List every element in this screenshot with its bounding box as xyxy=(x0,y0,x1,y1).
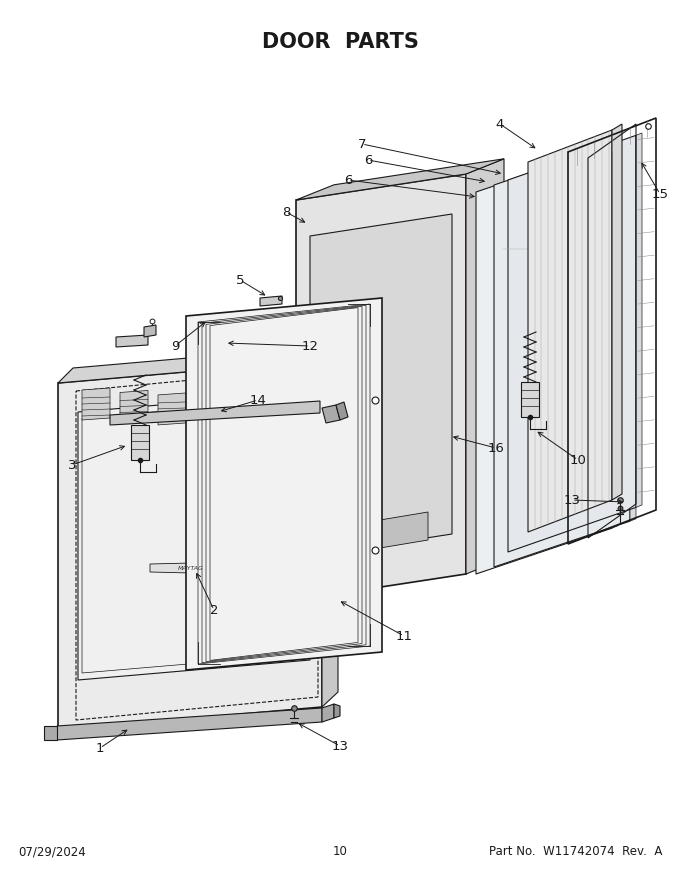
Polygon shape xyxy=(334,704,340,718)
Polygon shape xyxy=(58,360,322,730)
Text: 6: 6 xyxy=(364,153,372,166)
Text: 13: 13 xyxy=(332,739,348,752)
Polygon shape xyxy=(44,726,57,740)
Polygon shape xyxy=(186,298,382,670)
Polygon shape xyxy=(150,562,232,574)
Text: 10: 10 xyxy=(333,845,347,858)
Polygon shape xyxy=(110,401,320,425)
Polygon shape xyxy=(57,708,322,740)
Polygon shape xyxy=(212,310,356,658)
Text: 4: 4 xyxy=(496,118,504,130)
Polygon shape xyxy=(332,512,428,556)
Text: 15: 15 xyxy=(651,187,668,201)
Text: 8: 8 xyxy=(282,206,290,218)
Polygon shape xyxy=(131,425,149,460)
Text: 13: 13 xyxy=(564,494,581,507)
Text: 16: 16 xyxy=(488,442,505,454)
Polygon shape xyxy=(120,391,148,422)
Polygon shape xyxy=(612,124,622,500)
Polygon shape xyxy=(260,296,282,306)
Text: 3: 3 xyxy=(68,458,76,472)
Text: 7: 7 xyxy=(358,137,367,150)
Polygon shape xyxy=(494,139,630,567)
Text: 07/29/2024: 07/29/2024 xyxy=(18,845,86,858)
Text: 11: 11 xyxy=(396,629,413,642)
Polygon shape xyxy=(116,335,148,347)
Polygon shape xyxy=(528,130,612,532)
Polygon shape xyxy=(322,345,338,707)
Polygon shape xyxy=(322,405,340,423)
Text: 12: 12 xyxy=(301,340,318,353)
Text: 14: 14 xyxy=(250,393,267,407)
Polygon shape xyxy=(630,136,636,521)
Polygon shape xyxy=(310,214,452,556)
Polygon shape xyxy=(82,388,110,420)
Text: Part No.  W11742074  Rev.  A: Part No. W11742074 Rev. A xyxy=(489,845,662,858)
Polygon shape xyxy=(521,382,539,417)
Polygon shape xyxy=(508,136,636,552)
Text: 9: 9 xyxy=(171,340,180,353)
Polygon shape xyxy=(636,133,642,508)
Polygon shape xyxy=(322,704,334,722)
Polygon shape xyxy=(612,143,618,528)
Text: 6: 6 xyxy=(344,173,352,187)
Polygon shape xyxy=(158,393,186,425)
Text: 5: 5 xyxy=(236,274,244,287)
Polygon shape xyxy=(476,146,612,574)
Polygon shape xyxy=(144,325,156,337)
Polygon shape xyxy=(296,158,504,200)
Text: DOOR  PARTS: DOOR PARTS xyxy=(262,32,418,52)
Polygon shape xyxy=(196,395,224,428)
Text: 1: 1 xyxy=(96,742,104,754)
Text: MAYTAG: MAYTAG xyxy=(178,566,204,570)
Text: 10: 10 xyxy=(570,453,586,466)
Polygon shape xyxy=(58,345,338,383)
Polygon shape xyxy=(336,402,348,420)
Polygon shape xyxy=(466,158,504,574)
Polygon shape xyxy=(296,174,466,600)
Polygon shape xyxy=(78,392,310,680)
Text: 2: 2 xyxy=(209,604,218,617)
